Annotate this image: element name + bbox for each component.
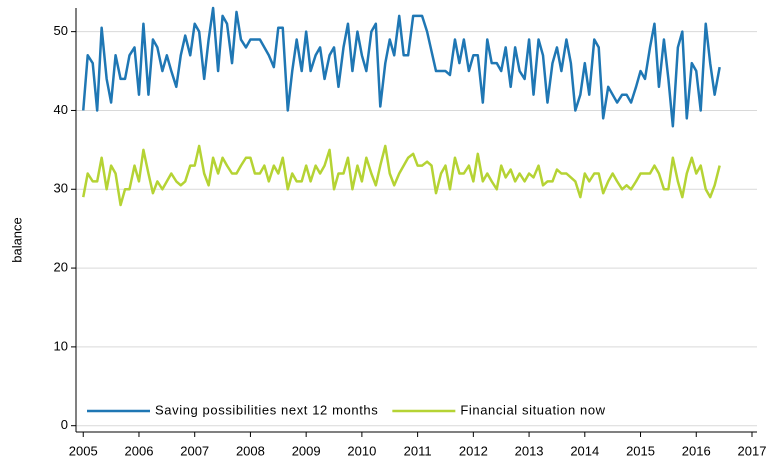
x-tick-label: 2010 (347, 443, 376, 458)
y-axis-label: balance (9, 217, 24, 263)
x-tick-label: 2014 (570, 443, 599, 458)
x-tick-label: 2008 (236, 443, 265, 458)
x-tick-label: 2009 (292, 443, 321, 458)
x-tick-label: 2007 (180, 443, 209, 458)
y-tick-label: 0 (61, 417, 68, 432)
x-tick-label: 2005 (69, 443, 98, 458)
x-tick-label: 2016 (682, 443, 711, 458)
x-tick-label: 2015 (626, 443, 655, 458)
y-tick-label: 30 (54, 181, 68, 196)
x-tick-label: 2012 (459, 443, 488, 458)
y-tick-label: 50 (54, 23, 68, 38)
y-tick-label: 10 (54, 338, 68, 353)
x-tick-label: 2013 (515, 443, 544, 458)
x-tick-label: 2006 (125, 443, 154, 458)
x-tick-label: 2011 (404, 443, 432, 458)
y-tick-label: 40 (54, 102, 68, 117)
y-tick-label: 20 (54, 260, 68, 275)
x-tick-label: 2017 (738, 443, 767, 458)
legend-label: Saving possibilities next 12 months (155, 402, 378, 417)
series-line (82, 144, 721, 207)
series-line (81, 6, 721, 128)
legend-label: Financial situation now (460, 402, 605, 417)
